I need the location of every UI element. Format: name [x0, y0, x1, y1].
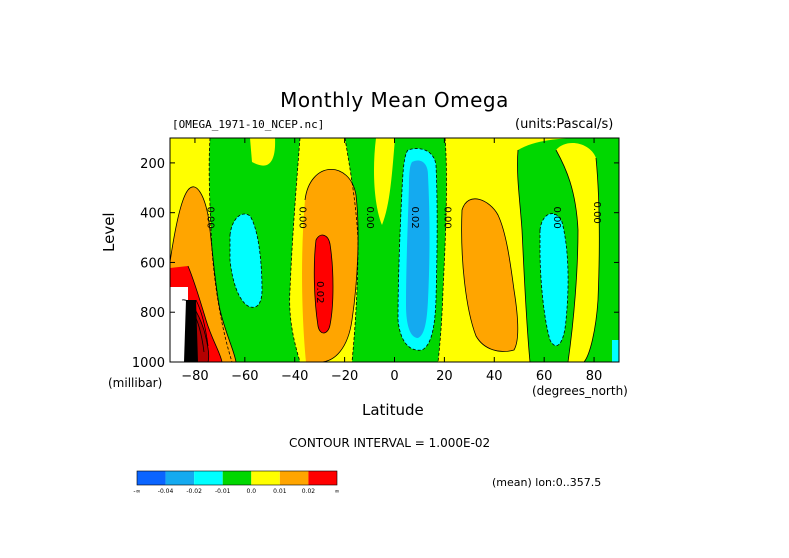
- contour-label: 0.00: [297, 207, 308, 229]
- x-tick-label: −40: [281, 369, 308, 384]
- y-tick-label: 800: [140, 306, 165, 321]
- island-yellow-tropics: [374, 138, 395, 225]
- region-cyan-south: [230, 214, 262, 308]
- x-axis-units: (degrees_north): [532, 384, 628, 398]
- region-orange-spot: [208, 278, 216, 301]
- y-tick-label: 200: [140, 157, 165, 172]
- contour-interval-note: CONTOUR INTERVAL = 1.000E-02: [289, 436, 491, 450]
- region-blue-tropics: [406, 160, 430, 338]
- axis-ticks: −80 −60 −40 −20 0 20 40 60 80 200 400 600 800 1000: [132, 138, 619, 384]
- colorbar-label: 0.02: [302, 488, 316, 495]
- dataset-filename: [OMEGA_1971-10_NCEP.nc]: [172, 118, 325, 131]
- contour-label: 0.00: [441, 207, 452, 229]
- contour-label: 0.00: [204, 207, 215, 229]
- x-tick-label: 60: [536, 369, 553, 384]
- colorbar-legend: -∞ -0.04 -0.02 -0.01 0.0 0.01 0.02 ∞: [133, 470, 340, 495]
- y-axis-units: (millibar): [108, 376, 163, 390]
- contour-lines-positive: [170, 149, 600, 362]
- colorbar-label: ∞: [335, 488, 340, 495]
- contour-label: 0.02: [409, 207, 420, 229]
- colorbar-label: -0.04: [158, 488, 174, 495]
- region-black-topography: [184, 300, 198, 362]
- region-red-south: [314, 235, 333, 334]
- contour-label: 0.00: [551, 207, 562, 229]
- y-tick-label: 400: [140, 207, 165, 222]
- colorbar-swatch: [251, 471, 280, 485]
- colorbar-swatch: [279, 471, 309, 485]
- region-cyan-north: [540, 213, 569, 346]
- colorbar-label: 0.0: [247, 488, 257, 495]
- x-tick-label: −20: [331, 369, 358, 384]
- x-tick-label: 20: [436, 369, 453, 384]
- region-orange-north: [461, 198, 518, 352]
- colorbar-swatch: [222, 471, 252, 485]
- x-tick-label: 40: [486, 369, 503, 384]
- colorbar-label: -∞: [133, 488, 140, 495]
- y-tick-label: 600: [140, 256, 165, 271]
- contour-label: 0.00: [364, 207, 375, 229]
- colorbar-swatch: [194, 471, 223, 485]
- x-axis-label: Latitude: [362, 401, 424, 419]
- contour-fills: [170, 138, 619, 362]
- mean-longitude-note: (mean) lon:0..357.5: [492, 476, 602, 489]
- region-white-missing: [170, 287, 188, 362]
- colorbar-label: 0.01: [273, 488, 287, 495]
- colorbar-swatch: [308, 471, 337, 485]
- colorbar-label: -0.02: [186, 488, 202, 495]
- region-cyan-corner: [612, 340, 619, 362]
- colorbar-label: -0.01: [215, 488, 231, 495]
- units-label: (units:Pascal/s): [515, 117, 614, 132]
- colorbar-frame: [136, 470, 338, 486]
- contour-label: 0.00: [591, 202, 602, 224]
- x-tick-label: −80: [181, 369, 208, 384]
- contour-label: 0.02: [314, 281, 325, 303]
- island-yellow-south-upper: [250, 138, 276, 166]
- y-tick-label: 1000: [132, 356, 165, 371]
- contour-labels: 0.00 0.00 0.00 0.02 0.00 0.02 0.00 0.00: [204, 202, 602, 304]
- x-tick-label: 0: [390, 369, 398, 384]
- x-tick-label: −60: [231, 369, 258, 384]
- x-tick-label: 80: [586, 369, 603, 384]
- chart-title: Monthly Mean Omega: [280, 88, 509, 112]
- colorbar-swatch: [137, 471, 166, 485]
- colorbar-swatch: [165, 471, 195, 485]
